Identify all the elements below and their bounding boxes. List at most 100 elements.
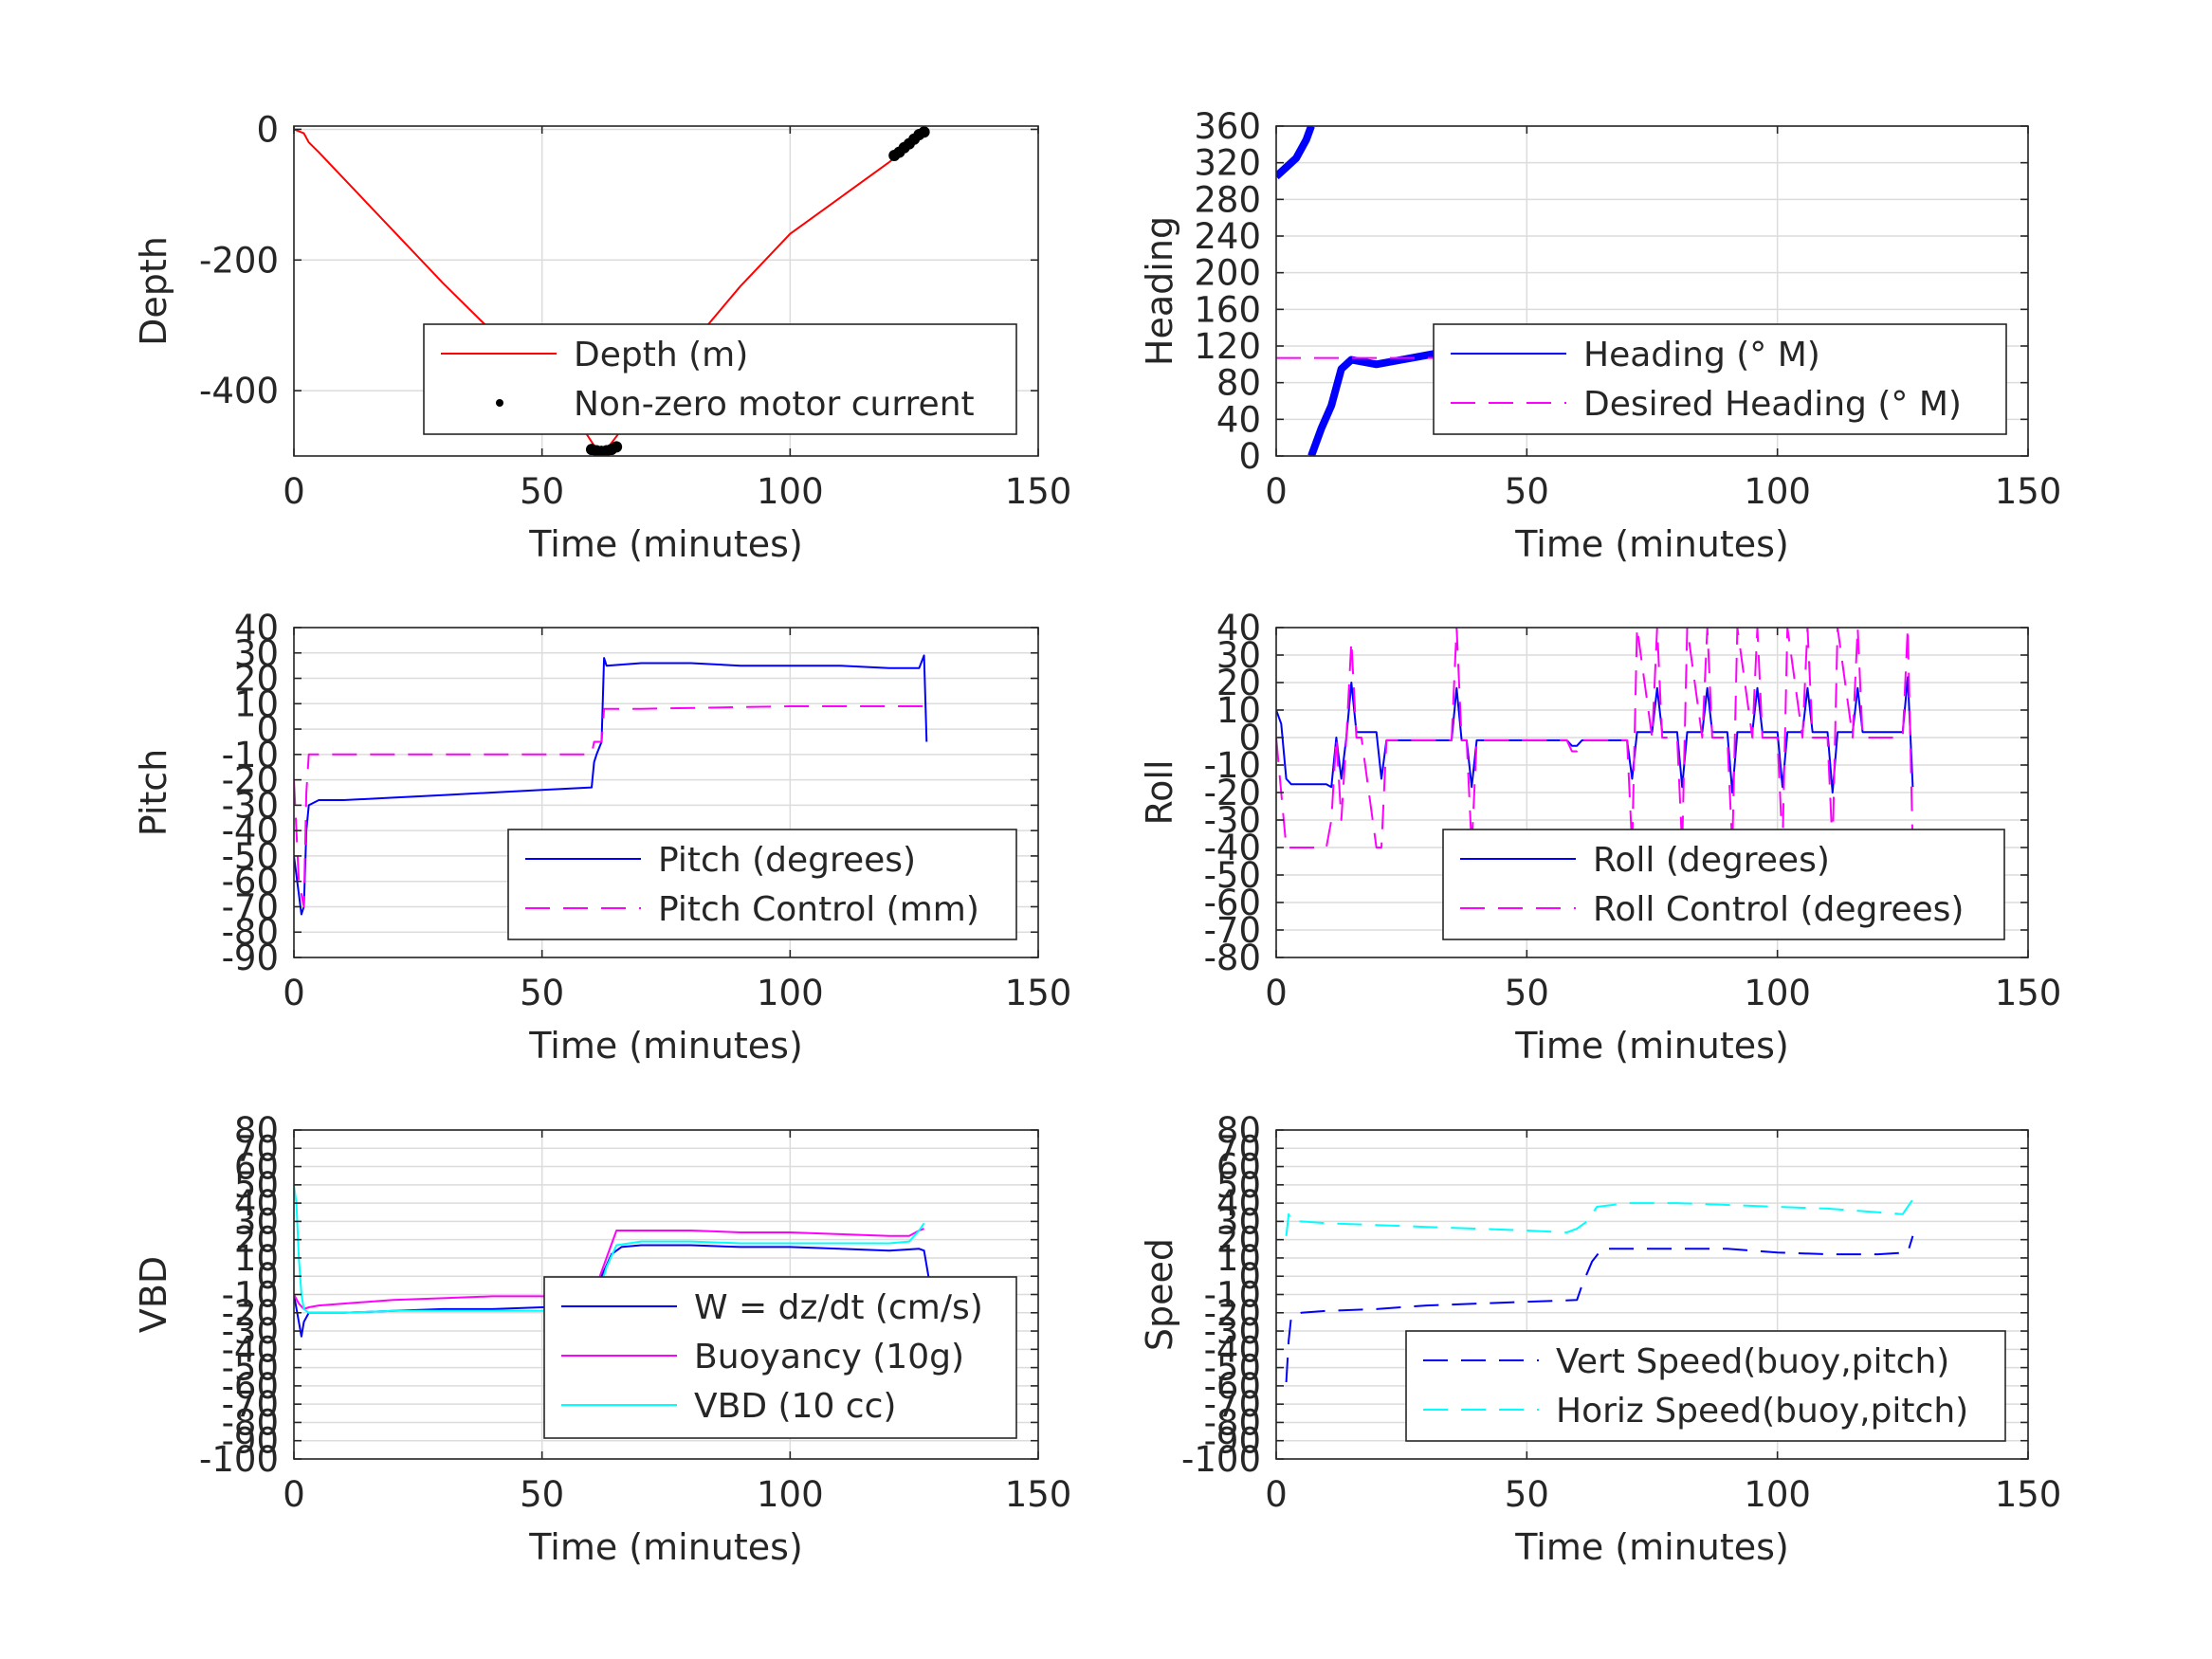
x-axis-label: Time (minutes) [528, 523, 803, 565]
x-tick-label: 150 [1995, 471, 2062, 512]
x-tick-label: 50 [1505, 973, 1549, 1013]
subplot-4: 0 50 100 150-80-70-60-50-40-30-20-100102030… [1139, 608, 2061, 1066]
x-tick-label: 0 [1265, 1474, 1288, 1515]
y-axis-label: Roll [1139, 759, 1180, 825]
legend-box [1433, 323, 2007, 435]
y-tick-label: 30 [234, 633, 279, 674]
y-axis-label: Heading [1139, 216, 1180, 366]
y-tick-label: -90 [222, 1421, 279, 1462]
y-tick-label: 30 [234, 1201, 279, 1242]
x-tick-label: 50 [520, 471, 564, 512]
x-axis-label: Time (minutes) [528, 1526, 803, 1568]
y-tick-label: -50 [222, 836, 279, 877]
y-tick-label: 80 [234, 1110, 279, 1151]
y-tick-label: 240 [1194, 216, 1261, 257]
legend-entry: Roll (degrees) [1593, 841, 1830, 880]
legend: Vert Speed(buoy,pitch) Horiz Speed(buoy,p… [1405, 1330, 2006, 1442]
y-tick-label: -50 [1204, 1348, 1261, 1389]
legend-marker [496, 399, 503, 407]
y-tick-label: -10 [222, 735, 279, 775]
legend-box [1442, 829, 2005, 940]
y-tick-label: 20 [234, 659, 279, 700]
y-tick-label: -30 [1204, 800, 1261, 841]
legend: Roll (degrees) Roll Control (degrees) [1442, 829, 2005, 940]
legend-entry: Horiz Speed(buoy,pitch) [1556, 1392, 1968, 1431]
legend: Pitch (degrees) Pitch Control (mm) [507, 829, 1017, 940]
x-axis-label: Time (minutes) [1514, 523, 1789, 565]
legend: Depth (m) Non-zero motor current [423, 323, 1017, 435]
x-axis-label: Time (minutes) [1514, 1526, 1789, 1568]
y-axis-label: Speed [1139, 1238, 1180, 1351]
x-tick-label: 150 [1005, 973, 1072, 1013]
legend-entry: Depth (m) [574, 336, 748, 374]
legend-entry: Buoyancy (10g) [694, 1338, 964, 1376]
y-tick-label: -10 [1204, 745, 1261, 786]
legend-box [507, 829, 1017, 940]
legend: W = dz/dt (cm/s) Buoyancy (10g) VBD (10 cc… [543, 1276, 1017, 1439]
series-2-point [918, 126, 930, 138]
y-tick-label: 50 [1216, 1165, 1261, 1206]
x-tick-label: 50 [520, 973, 564, 1013]
y-tick-label: 10 [234, 1238, 279, 1279]
x-tick-label: 100 [757, 1474, 824, 1515]
plot-area [1276, 628, 1914, 848]
series-1-line [294, 654, 928, 916]
y-tick-label: 160 [1194, 289, 1261, 330]
y-tick-label: -10 [222, 1275, 279, 1316]
y-tick-label: 280 [1194, 179, 1261, 220]
x-tick-label: 150 [1995, 1474, 2062, 1515]
y-tick-label: 200 [1194, 253, 1261, 294]
series-2-point [611, 441, 623, 453]
y-tick-label: 80 [1216, 363, 1261, 404]
legend-entry: Pitch (degrees) [658, 841, 916, 880]
y-tick-label: 10 [1216, 1238, 1261, 1279]
legend-entry: Roll Control (degrees) [1593, 890, 1964, 929]
y-axis-label: Pitch [133, 749, 174, 837]
y-tick-label: 60 [1216, 1147, 1261, 1188]
x-tick-label: 50 [520, 1474, 564, 1515]
y-tick-label: 80 [1216, 1110, 1261, 1151]
axes-frame [293, 627, 1039, 958]
legend-entry: VBD (10 cc) [694, 1387, 896, 1426]
y-tick-label: 120 [1194, 326, 1261, 367]
y-tick-label: -60 [222, 1366, 279, 1407]
x-axis-label: Time (minutes) [1514, 1025, 1789, 1066]
y-tick-label: -60 [222, 862, 279, 902]
legend-entry: Heading (° M) [1583, 336, 1820, 374]
y-tick-label: 70 [1216, 1128, 1261, 1169]
y-tick-label: -20 [222, 1293, 279, 1334]
series-2-line [294, 705, 924, 908]
legend-box [543, 1276, 1017, 1439]
y-tick-label: -60 [1204, 883, 1261, 923]
y-tick-label: 20 [1216, 1220, 1261, 1261]
series-2-line [1276, 628, 1914, 848]
x-tick-label: 0 [1265, 471, 1288, 512]
subplot-1: 0 50 100 150 -400 -200 0 Time (minutes) Depth Dep… [133, 109, 1071, 565]
y-tick-label: -30 [222, 785, 279, 826]
y-tick-label: -400 [199, 371, 279, 411]
x-tick-label: 100 [1744, 471, 1811, 512]
y-tick-label: -80 [1204, 938, 1261, 978]
y-tick-label: -30 [222, 1311, 279, 1352]
y-tick-label: 0 [1238, 1256, 1261, 1297]
y-tick-label: 30 [1216, 1201, 1261, 1242]
axes-frame [1275, 125, 2029, 457]
y-tick-label: -60 [1204, 1366, 1261, 1407]
y-tick-label: -90 [1204, 1421, 1261, 1462]
y-tick-label: -30 [1204, 1311, 1261, 1352]
y-tick-label: -70 [222, 1384, 279, 1425]
subplot-5: 0 50 100 150-100-90-80-70-60-50-40-30-20-10… [133, 1110, 1071, 1568]
legend: Heading (° M) Desired Heading (° M) [1433, 323, 2007, 435]
plot-area [294, 654, 928, 916]
y-tick-label: -40 [1204, 1329, 1261, 1370]
y-tick-label: 40 [1216, 1183, 1261, 1224]
y-tick-label: -50 [222, 1348, 279, 1389]
y-tick-label: 40 [234, 1183, 279, 1224]
subplot-6: 0 50 100 150-100-90-80-70-60-50-40-30-20-10… [1139, 1110, 2061, 1568]
y-tick-label: -40 [222, 811, 279, 851]
y-tick-label: 320 [1194, 143, 1261, 184]
y-tick-label: 0 [256, 709, 279, 750]
legend-entry: Pitch Control (mm) [658, 890, 979, 929]
